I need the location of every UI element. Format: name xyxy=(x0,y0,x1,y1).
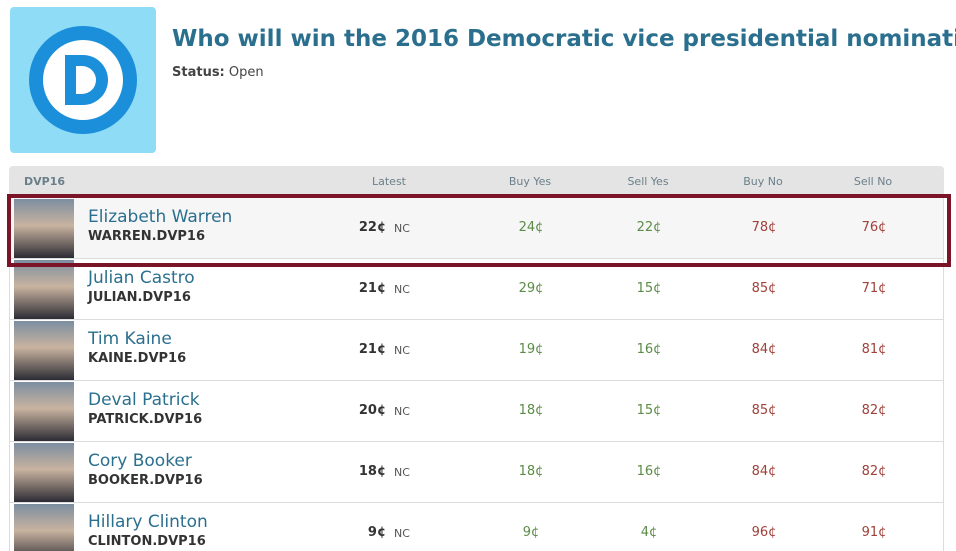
candidate-photo xyxy=(14,199,74,258)
table-header: DVP16 Latest Buy Yes Sell Yes Buy No Sell No xyxy=(9,166,944,197)
contract-row[interactable]: Cory Booker BOOKER.DVP16 18¢ NC 18¢ 16¢ 84¢ 82¢ xyxy=(9,442,944,503)
candidate-photo xyxy=(14,260,74,319)
buy-no-price[interactable]: 84¢ xyxy=(751,342,777,357)
price-change: NC xyxy=(394,527,410,540)
buy-yes-price[interactable]: 18¢ xyxy=(518,403,544,418)
buy-yes-price[interactable]: 29¢ xyxy=(518,281,544,296)
buy-yes-price[interactable]: 19¢ xyxy=(518,342,544,357)
candidate-name[interactable]: Cory Booker xyxy=(88,451,192,471)
candidate-photo xyxy=(14,321,74,380)
candidate-name[interactable]: Julian Castro xyxy=(88,268,195,288)
sell-no-price[interactable]: 91¢ xyxy=(861,525,887,540)
price-change: NC xyxy=(394,344,410,357)
market-status: Status: Open xyxy=(172,65,264,80)
sell-yes-price[interactable]: 22¢ xyxy=(636,220,662,235)
latest-price: 21¢ xyxy=(358,342,386,357)
candidate-name[interactable]: Deval Patrick xyxy=(88,390,200,410)
status-label: Status: xyxy=(172,65,225,80)
party-logo xyxy=(10,7,156,153)
contract-row[interactable]: Elizabeth Warren WARREN.DVP16 22¢ NC 24¢ 22¢ 7… xyxy=(9,198,944,259)
sell-no-price[interactable]: 82¢ xyxy=(861,464,887,479)
column-header: DVP16 xyxy=(24,175,66,188)
latest-price: 22¢ xyxy=(358,220,386,235)
market-title: Who will win the 2016 Democratic vice pr… xyxy=(172,26,956,52)
column-header: Sell No xyxy=(853,175,893,188)
buy-no-price[interactable]: 84¢ xyxy=(751,464,777,479)
contract-ticker: CLINTON.DVP16 xyxy=(88,534,206,549)
sell-no-price[interactable]: 81¢ xyxy=(861,342,887,357)
contract-ticker: BOOKER.DVP16 xyxy=(88,473,203,488)
candidate-photo xyxy=(14,443,74,502)
logo-icon xyxy=(29,26,137,134)
sell-yes-price[interactable]: 16¢ xyxy=(636,464,662,479)
latest-price: 21¢ xyxy=(358,281,386,296)
sell-yes-price[interactable]: 15¢ xyxy=(636,281,662,296)
latest-price: 20¢ xyxy=(358,403,386,418)
price-change: NC xyxy=(394,222,410,235)
column-header: Buy Yes xyxy=(508,175,552,188)
buy-yes-price[interactable]: 18¢ xyxy=(518,464,544,479)
candidate-name[interactable]: Hillary Clinton xyxy=(88,512,208,532)
column-header: Sell Yes xyxy=(627,175,669,188)
price-change: NC xyxy=(394,283,410,296)
contract-ticker: WARREN.DVP16 xyxy=(88,229,206,244)
buy-no-price[interactable]: 96¢ xyxy=(751,525,777,540)
latest-price: 9¢ xyxy=(367,525,386,540)
buy-yes-price[interactable]: 24¢ xyxy=(518,220,544,235)
sell-yes-price[interactable]: 15¢ xyxy=(636,403,662,418)
price-change: NC xyxy=(394,405,410,418)
buy-no-price[interactable]: 78¢ xyxy=(751,220,777,235)
contract-row[interactable]: Tim Kaine KAINE.DVP16 21¢ NC 19¢ 16¢ 84¢ 81¢ xyxy=(9,320,944,381)
candidate-photo xyxy=(14,504,74,551)
sell-no-price[interactable]: 76¢ xyxy=(861,220,887,235)
column-header: Buy No xyxy=(743,175,783,188)
price-change: NC xyxy=(394,466,410,479)
buy-no-price[interactable]: 85¢ xyxy=(751,281,777,296)
sell-no-price[interactable]: 82¢ xyxy=(861,403,887,418)
latest-price: 18¢ xyxy=(358,464,386,479)
contract-row[interactable]: Hillary Clinton CLINTON.DVP16 9¢ NC 9¢ 4¢ 96¢ 9… xyxy=(9,503,944,551)
column-header: Latest xyxy=(372,175,406,188)
buy-no-price[interactable]: 85¢ xyxy=(751,403,777,418)
sell-no-price[interactable]: 71¢ xyxy=(861,281,887,296)
contracts-table: DVP16 Latest Buy Yes Sell Yes Buy No Sell No E… xyxy=(9,166,944,551)
candidate-name[interactable]: Elizabeth Warren xyxy=(88,207,233,227)
buy-yes-price[interactable]: 9¢ xyxy=(522,525,540,540)
contract-ticker: JULIAN.DVP16 xyxy=(88,290,191,305)
contract-ticker: PATRICK.DVP16 xyxy=(88,412,203,427)
candidate-name[interactable]: Tim Kaine xyxy=(88,329,172,349)
status-value: Open xyxy=(228,65,264,80)
highlight-box xyxy=(7,194,951,267)
contract-row[interactable]: Deval Patrick PATRICK.DVP16 20¢ NC 18¢ 15¢ 85¢… xyxy=(9,381,944,442)
contract-ticker: KAINE.DVP16 xyxy=(88,351,187,366)
sell-yes-price[interactable]: 4¢ xyxy=(640,525,658,540)
sell-yes-price[interactable]: 16¢ xyxy=(636,342,662,357)
candidate-photo xyxy=(14,382,74,441)
contract-row[interactable]: Julian Castro JULIAN.DVP16 21¢ NC 29¢ 15¢ 85¢ 7… xyxy=(9,259,944,320)
